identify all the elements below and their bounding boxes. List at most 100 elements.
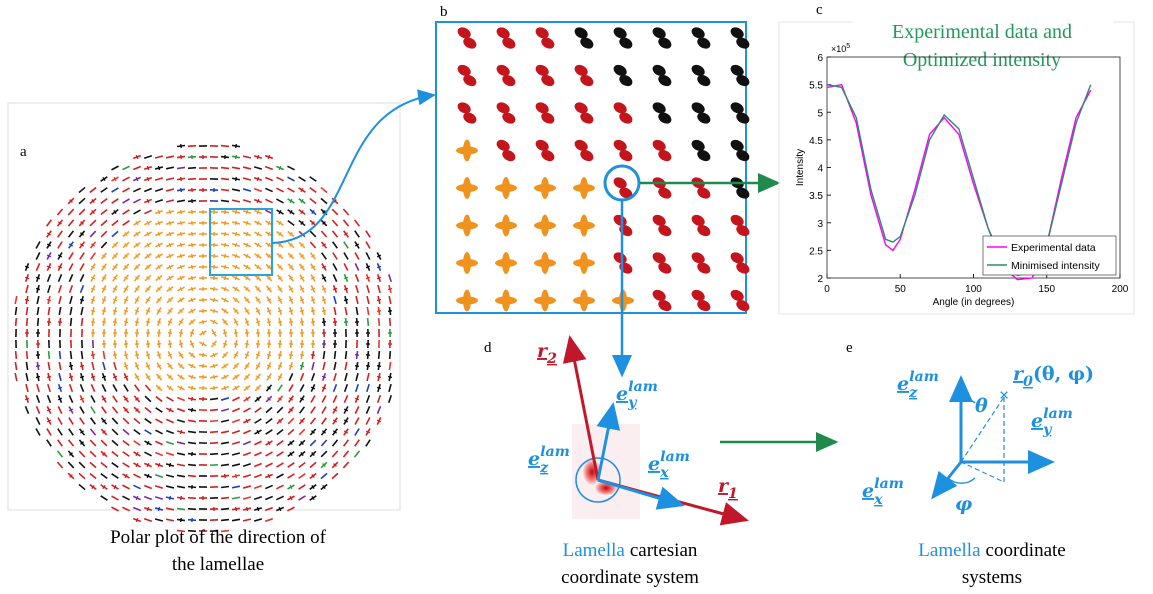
polar-glyph [146, 462, 150, 468]
math-label: elam y [1031, 406, 1073, 438]
polar-glyph [79, 243, 85, 247]
polar-glyph [135, 242, 139, 248]
polar-glyph [111, 198, 119, 204]
polar-glyph [157, 287, 161, 291]
polar-glyph [354, 428, 360, 436]
polar-glyph [122, 439, 130, 447]
polar-glyph [134, 364, 140, 368]
polar-glyph [112, 265, 118, 269]
blob [502, 37, 516, 49]
polar-glyph [166, 396, 174, 402]
polar-glyph [178, 331, 184, 335]
polar-glyph [276, 406, 284, 414]
polar-glyph [212, 297, 216, 303]
polar-glyph [300, 254, 304, 258]
polar-glyph [122, 506, 130, 512]
polar-glyph [234, 154, 238, 160]
polar-glyph [135, 408, 139, 412]
polar-glyph [190, 275, 194, 281]
polar-glyph [213, 275, 215, 281]
polar-glyph [79, 397, 85, 401]
polar-glyph [220, 419, 230, 423]
polar-glyph [165, 166, 175, 170]
polar-glyph [165, 507, 175, 511]
blob [736, 112, 750, 124]
polar-glyph [276, 462, 284, 468]
polar-glyph [112, 353, 118, 357]
polar-glyph [146, 176, 150, 182]
polar-glyph [111, 495, 119, 501]
polar-glyph [135, 397, 139, 401]
polar-glyph [157, 242, 161, 248]
polar-glyph [124, 473, 128, 479]
blob [619, 37, 633, 49]
polar-glyph [133, 473, 141, 479]
polar-glyph [311, 361, 315, 371]
polar-glyph [333, 350, 337, 360]
polar-glyph [132, 506, 142, 512]
blob [691, 252, 705, 264]
polar-glyph [311, 430, 315, 434]
blob [697, 225, 711, 237]
polar-glyph [134, 320, 140, 324]
polar-glyph [25, 317, 29, 327]
polar-glyph [278, 220, 282, 226]
polar-glyph [89, 186, 97, 194]
polar-glyph [143, 518, 153, 522]
polar-glyph [277, 309, 283, 313]
polar-glyph [299, 364, 305, 368]
polar-glyph [68, 375, 74, 379]
polar-glyph [57, 417, 63, 425]
math-sup: lam [628, 379, 658, 395]
polar-glyph [310, 287, 316, 291]
axis-r2 [562, 335, 600, 481]
legend-label: Experimental data [1011, 242, 1096, 254]
polar-glyph [14, 372, 18, 382]
polar-glyph [253, 518, 263, 522]
panel-label: b [440, 4, 448, 20]
polar-glyph [102, 452, 106, 456]
polar-glyph [190, 396, 194, 402]
polar-glyph [57, 284, 63, 294]
polar-glyph [100, 187, 108, 193]
polar-glyph [256, 506, 260, 512]
polar-glyph [57, 386, 63, 390]
polar-glyph [267, 231, 271, 237]
polar-glyph [190, 374, 194, 380]
polar-glyph [132, 165, 142, 171]
polar-glyph [377, 317, 381, 327]
blob [691, 102, 705, 114]
polar-glyph [145, 320, 151, 324]
blob [463, 252, 471, 274]
polar-glyph [278, 276, 282, 280]
polar-glyph [25, 306, 29, 316]
polar-glyph [154, 451, 164, 457]
polar-glyph [146, 473, 150, 479]
blob [502, 289, 510, 312]
polar-glyph [344, 372, 348, 382]
polar-glyph [187, 441, 197, 445]
blob [697, 112, 711, 124]
blob [730, 27, 744, 39]
polar-glyph [123, 384, 129, 392]
polar-glyph [157, 462, 161, 468]
polar-glyph [244, 343, 250, 345]
polar-glyph [242, 166, 252, 170]
polar-glyph [300, 187, 304, 193]
polar-glyph [231, 430, 241, 434]
polar-glyph [79, 284, 85, 294]
polar-glyph [144, 451, 152, 457]
polar-glyph [365, 439, 371, 447]
polar-glyph [298, 406, 306, 414]
polar-glyph [355, 306, 359, 316]
blob [502, 177, 510, 199]
polar-glyph [157, 165, 161, 171]
math-sub: 0 [1023, 374, 1033, 390]
polar-glyph [111, 219, 119, 227]
blob [580, 252, 588, 274]
polar-glyph [69, 452, 73, 456]
polar-glyph [331, 208, 339, 216]
polar-glyph [376, 254, 382, 258]
polar-glyph [354, 252, 360, 260]
